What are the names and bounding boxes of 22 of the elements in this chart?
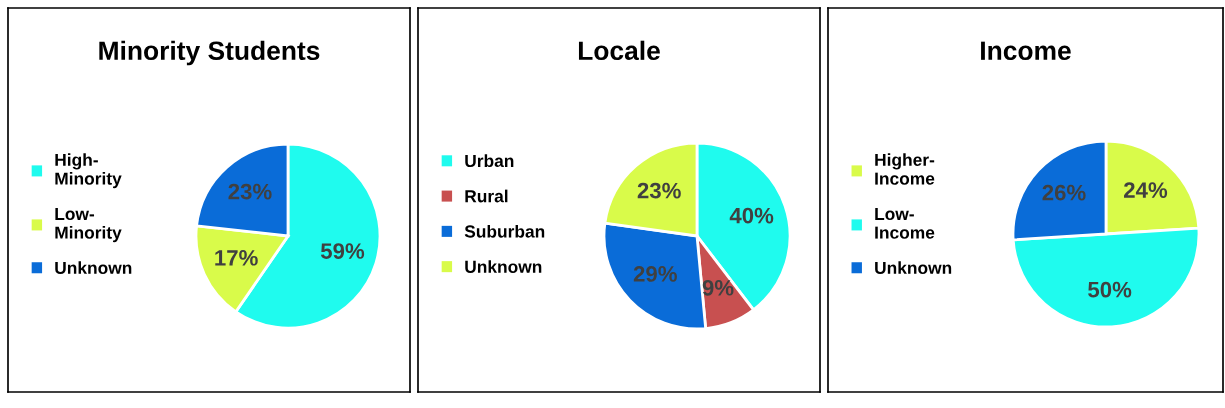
- legend-label: Low-Minority: [55, 207, 122, 243]
- legend-label: Low-Income: [875, 207, 935, 239]
- legend-label: Suburban: [464, 224, 545, 238]
- data-label: 26%: [1042, 184, 1086, 201]
- data-label: 40%: [729, 207, 774, 224]
- chart-title: Locale: [578, 40, 660, 61]
- data-label: 50%: [1088, 281, 1132, 298]
- data-label: 29%: [633, 266, 677, 282]
- data-label: 23%: [637, 182, 681, 199]
- legend-label: Higher-Income: [875, 153, 935, 185]
- data-label: 23%: [228, 183, 272, 200]
- data-label: 59%: [320, 243, 365, 259]
- chart-title: Income: [981, 41, 1071, 61]
- legend-label: Urban: [465, 154, 514, 168]
- legend-label: High-Minority: [55, 153, 122, 189]
- legend-label: Unknown: [875, 261, 952, 275]
- legend-label: Unknown: [55, 261, 132, 275]
- legend-label: Rural: [465, 189, 508, 203]
- data-label: 24%: [1124, 182, 1168, 198]
- legend-label: Unknown: [465, 260, 542, 273]
- chart-title: Minority Students: [99, 40, 320, 66]
- data-label: 17%: [215, 249, 258, 266]
